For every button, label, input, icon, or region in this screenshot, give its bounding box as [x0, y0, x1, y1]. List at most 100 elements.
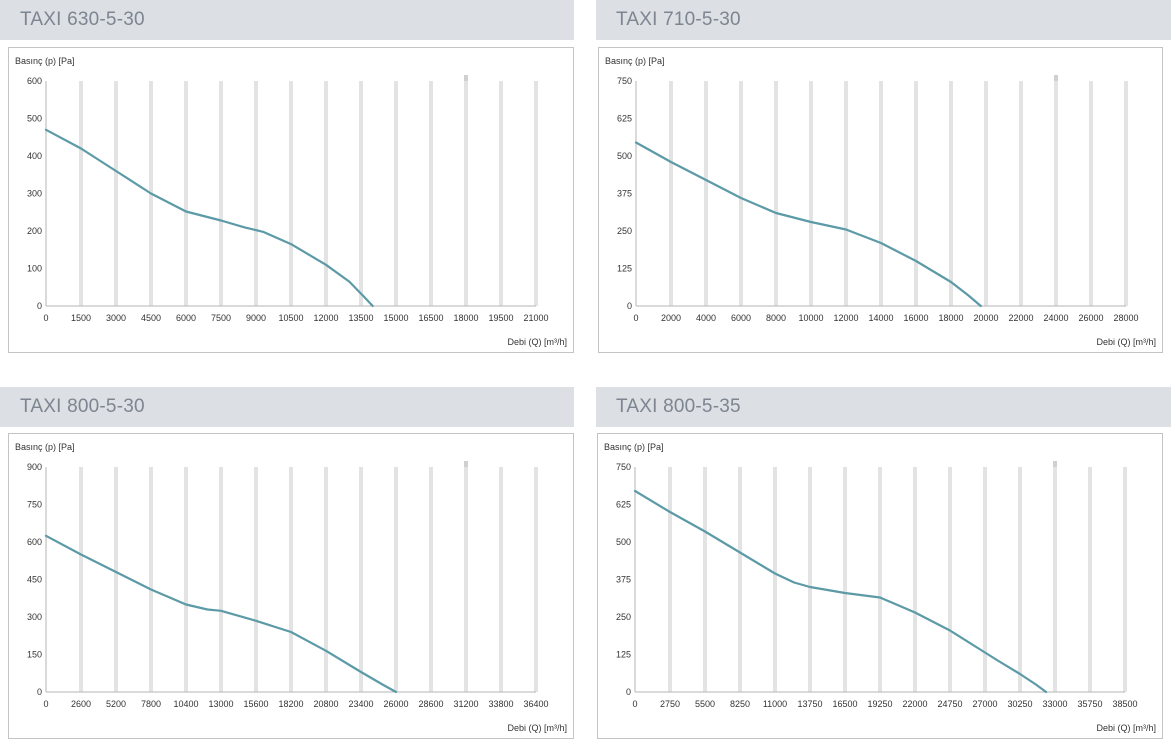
x-tick-label: 31200 [453, 699, 478, 709]
x-tick-label: 20000 [973, 313, 998, 323]
grid-line-x [703, 467, 707, 692]
x-axis-title: Debi (Q) [m³/h] [507, 723, 567, 733]
y-tick-label: 375 [617, 189, 632, 199]
y-axis-title: Basınç (p) [Pa] [605, 56, 665, 66]
grid-line-x [499, 467, 503, 692]
grid-line-x [1054, 81, 1058, 306]
x-tick-label: 2000 [661, 313, 681, 323]
chart-header-3: TAXI 800-5-30 [0, 387, 574, 427]
x-tick-label: 33000 [1042, 699, 1067, 709]
grid-line-x [219, 81, 223, 306]
y-tick-label: 600 [27, 76, 42, 86]
chart-frame-4: 0 125 250 375 500 625 750 0 2750 5500 8250 11000 137… [597, 433, 1163, 739]
chart-title-2: TAXI 710-5-30 [616, 9, 741, 30]
y-tick-label: 125 [616, 650, 631, 660]
x-tick-label: 7500 [211, 313, 231, 323]
grid-line-x [289, 467, 293, 692]
grid-line-x [254, 81, 258, 306]
series-line [633, 489, 1048, 694]
grid-line-x [879, 81, 883, 306]
grid-line-x [1089, 81, 1093, 306]
grid-line-x [948, 467, 952, 692]
x-tick-label: 3000 [106, 313, 126, 323]
grid-line-x [359, 467, 363, 692]
x-tick-label: 27000 [972, 699, 997, 709]
y-tick-label: 150 [27, 650, 42, 660]
x-tick-label: 12000 [313, 313, 338, 323]
y-tick-label: 0 [627, 301, 632, 311]
chart-header-2: TAXI 710-5-30 [596, 0, 1171, 40]
grid-line-x [914, 81, 918, 306]
series-line [44, 534, 398, 694]
grid-line-x [184, 467, 188, 692]
y-tick-label: 300 [27, 189, 42, 199]
grid-line-x [499, 81, 503, 306]
chart-title-3: TAXI 800-5-30 [20, 396, 145, 417]
y-tick-label: 750 [617, 76, 632, 86]
grid-line-x [394, 467, 398, 692]
x-tick-label: 21000 [523, 313, 548, 323]
grid-line-x [844, 81, 848, 306]
grid-line-x [808, 467, 812, 692]
x-tick-label: 0 [43, 699, 48, 709]
grid-line-x [254, 467, 258, 692]
grid-top-marker [464, 461, 468, 467]
x-tick-label: 28600 [418, 699, 443, 709]
grid-top-marker [464, 75, 468, 81]
grid-line-x [773, 467, 777, 692]
grid-line-x [534, 81, 538, 306]
y-axis-title: Basınç (p) [Pa] [604, 442, 664, 452]
y-tick-label: 625 [616, 500, 631, 510]
y-tick-label: 250 [617, 226, 632, 236]
chart-svg-3: 0 150 300 450 600 750 900 0 2600 5200 7800 10400 130… [15, 442, 567, 733]
grid-line-x [79, 81, 83, 306]
y-tick-label: 0 [37, 687, 42, 697]
y-tick-label: 200 [27, 226, 42, 236]
x-tick-label: 11000 [763, 699, 787, 709]
y-tick-label: 500 [617, 151, 632, 161]
x-tick-label: 18200 [278, 699, 303, 709]
y-tick-label: 300 [27, 612, 42, 622]
chart-frame-2: 0 125 250 375 500 625 750 0 2000 4000 6000 8000 1000… [598, 47, 1163, 353]
grid-line-x [79, 467, 83, 692]
x-tick-label: 4000 [696, 313, 716, 323]
x-tick-label: 23400 [348, 699, 373, 709]
y-axis-title: Basınç (p) [Pa] [15, 56, 75, 66]
chart-svg-2: 0 125 250 375 500 625 750 0 2000 4000 6000 8000 1000… [605, 56, 1156, 347]
grid-line-x [984, 81, 988, 306]
x-tick-label: 35750 [1077, 699, 1102, 709]
x-tick-label: 18000 [453, 313, 478, 323]
chart-title-1: TAXI 630-5-30 [20, 9, 145, 30]
grid-line-x [983, 467, 987, 692]
grid-line-x [219, 467, 223, 692]
grid-line-x [114, 81, 118, 306]
grid-line-x [114, 467, 118, 692]
x-tick-label: 10500 [278, 313, 303, 323]
x-tick-label: 14000 [868, 313, 893, 323]
grid-line-x [464, 467, 468, 692]
chart-svg-4: 0 125 250 375 500 625 750 0 2750 5500 8250 11000 137… [604, 442, 1156, 733]
x-tick-label: 36400 [523, 699, 548, 709]
grid-line-x [359, 81, 363, 306]
y-tick-label: 500 [27, 114, 42, 124]
grid-line-x [534, 467, 538, 692]
x-axis-title: Debi (Q) [m³/h] [1096, 723, 1156, 733]
y-tick-label: 450 [27, 575, 42, 585]
y-tick-label: 250 [616, 612, 631, 622]
y-tick-label: 750 [27, 500, 42, 510]
y-tick-label: 400 [27, 151, 42, 161]
grid-top-marker [1053, 461, 1057, 467]
x-tick-label: 5500 [695, 699, 715, 709]
chart-frame-1: 0 100 200 300 400 500 600 0 1500 3000 4500 6000 7500… [8, 47, 574, 353]
chart-title-4: TAXI 800-5-35 [616, 396, 741, 417]
x-tick-label: 5200 [106, 699, 126, 709]
grid-line-x [1019, 81, 1023, 306]
x-tick-label: 2600 [71, 699, 91, 709]
x-tick-label: 33800 [488, 699, 513, 709]
y-tick-label: 375 [616, 575, 631, 585]
x-tick-label: 4500 [141, 313, 161, 323]
x-tick-label: 24000 [1043, 313, 1068, 323]
x-tick-label: 1500 [71, 313, 91, 323]
grid-top-marker [1054, 75, 1058, 81]
